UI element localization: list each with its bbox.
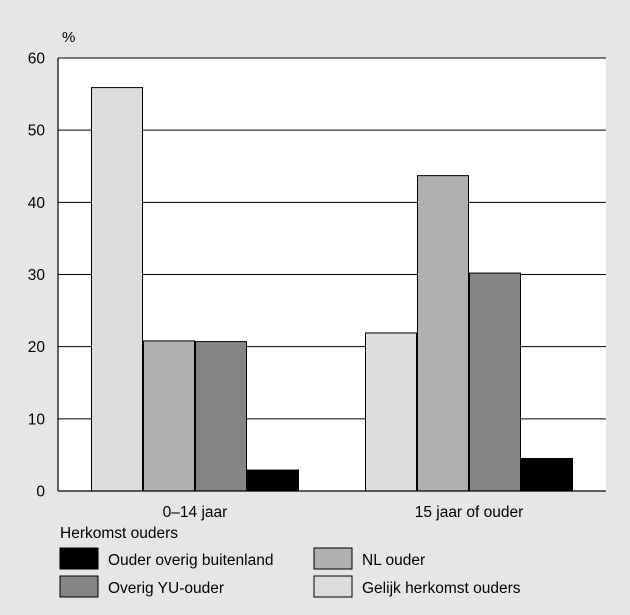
y-tick-label: 10 bbox=[28, 411, 46, 428]
legend-label: Ouder overig buitenland bbox=[108, 552, 273, 569]
legend-swatch bbox=[313, 575, 353, 598]
y-tick-label: 40 bbox=[28, 195, 46, 212]
bar-ouder-overig-buitenland-1 bbox=[521, 458, 573, 492]
bars bbox=[91, 87, 573, 492]
y-tick-label: 60 bbox=[28, 51, 46, 68]
y-tick-label: 50 bbox=[28, 123, 46, 140]
bar-gelijk-herkomst-ouders-1 bbox=[365, 332, 417, 492]
category-labels: 0–14 jaar 15 jaar of ouder bbox=[163, 504, 524, 521]
category-label: 15 jaar of ouder bbox=[415, 504, 524, 521]
legend: Ouder overig buitenland NL ouder Overig YU… bbox=[59, 547, 521, 598]
bar-overig-yu-ouder-1 bbox=[469, 272, 521, 492]
legend-swatch bbox=[59, 575, 99, 598]
bar-nl-ouder-1 bbox=[417, 175, 469, 492]
y-unit-label: % bbox=[62, 29, 75, 46]
legend-swatch bbox=[313, 547, 353, 570]
legend-label: Overig YU-ouder bbox=[108, 580, 224, 597]
legend-label: NL ouder bbox=[362, 552, 425, 569]
bar-ouder-overig-buitenland-0 bbox=[247, 469, 299, 492]
y-tick-label: 30 bbox=[28, 267, 46, 284]
y-tick-label: 20 bbox=[28, 339, 46, 356]
bar-overig-yu-ouder-0 bbox=[195, 341, 247, 492]
legend-title: Herkomst ouders bbox=[60, 525, 178, 542]
y-tick-label: 0 bbox=[36, 484, 45, 501]
legend-swatch bbox=[59, 547, 99, 570]
axes bbox=[57, 58, 606, 492]
category-label: 0–14 jaar bbox=[163, 504, 228, 521]
bar-gelijk-herkomst-ouders-0 bbox=[91, 87, 143, 492]
y-tick-labels: 0 10 20 30 40 50 60 bbox=[28, 51, 46, 501]
legend-label: Gelijk herkomst ouders bbox=[362, 580, 521, 597]
bar-nl-ouder-0 bbox=[143, 340, 195, 492]
